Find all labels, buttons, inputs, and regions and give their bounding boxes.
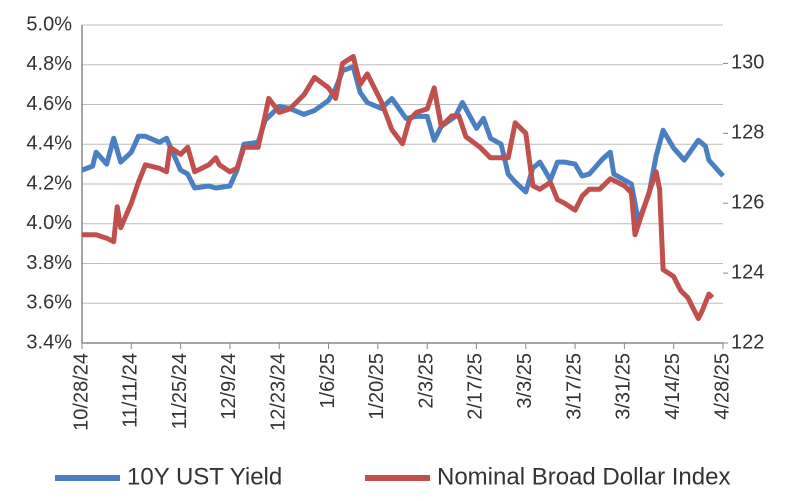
x-tick-label: 1/20/25 xyxy=(366,353,388,420)
x-tick-label: 2/17/25 xyxy=(465,353,487,420)
x-tick-label: 4/28/25 xyxy=(711,353,733,420)
y-tick-label: 5.0% xyxy=(26,13,72,35)
x-tick-label: 4/14/25 xyxy=(662,353,684,420)
x-tick-label: 12/9/24 xyxy=(218,353,240,420)
y2-tick-label: 126 xyxy=(731,192,764,214)
x-tick-label: 12/23/24 xyxy=(268,353,290,431)
x-tick-label: 11/11/24 xyxy=(120,353,142,428)
x-tick-label: 11/25/24 xyxy=(169,353,191,429)
x-tick-label: 2/3/25 xyxy=(415,353,437,409)
x-tick-label: 3/3/25 xyxy=(514,353,536,409)
y2-tick-label: 128 xyxy=(731,122,764,144)
x-tick-label: 3/17/25 xyxy=(563,353,585,420)
x-tick-label: 10/28/24 xyxy=(70,353,92,431)
y-tick-label: 4.2% xyxy=(26,172,72,194)
y-tick-label: 4.6% xyxy=(26,93,72,115)
y-tick-label: 3.4% xyxy=(26,331,72,353)
series-line xyxy=(81,64,725,225)
y-tick-label: 3.8% xyxy=(26,252,72,274)
y2-tick-label: 130 xyxy=(731,52,764,74)
y2-tick-label: 124 xyxy=(731,261,764,283)
y-tick-label: 3.6% xyxy=(26,292,72,314)
y2-tick-label: 122 xyxy=(731,331,764,353)
y-tick-label: 4.0% xyxy=(26,212,72,234)
series-line xyxy=(82,54,715,321)
x-tick-label: 3/31/25 xyxy=(613,353,635,420)
x-tick-label: 1/6/25 xyxy=(317,353,339,409)
y-tick-label: 4.4% xyxy=(26,133,72,155)
legend-label: Nominal Broad Dollar Index xyxy=(437,463,730,490)
y-tick-label: 4.8% xyxy=(26,53,72,75)
legend-label: 10Y UST Yield xyxy=(127,463,282,490)
